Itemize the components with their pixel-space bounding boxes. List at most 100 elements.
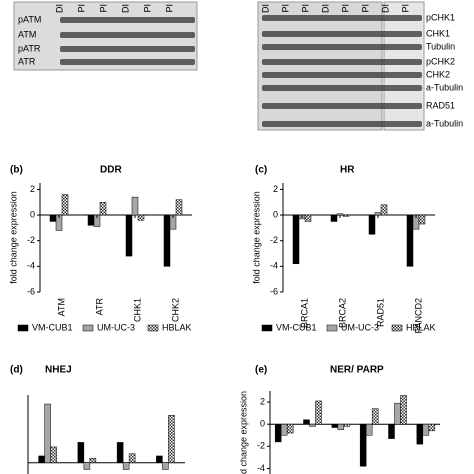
bar — [125, 214, 133, 257]
y-axis-label: fold change expression — [8, 191, 18, 284]
lane-label: PI — [360, 4, 370, 13]
row-label: pCHK1 — [426, 12, 455, 22]
y-tick-label: 2 — [30, 184, 35, 194]
lane-label: PI — [400, 4, 410, 13]
legend-label: HBLAK — [406, 322, 436, 332]
blot-band — [60, 46, 195, 52]
bar — [128, 453, 136, 463]
bar — [418, 214, 426, 225]
bar — [274, 423, 282, 443]
bar — [99, 201, 107, 216]
chart-title: NHEJ — [45, 365, 72, 376]
bar — [331, 423, 339, 428]
lane-label: DI — [120, 4, 130, 13]
bar — [87, 214, 95, 226]
bar — [280, 423, 288, 436]
blot-band — [60, 32, 195, 38]
legend-swatch — [261, 324, 273, 332]
legend-swatch — [82, 324, 94, 332]
lane-label: DI — [260, 4, 270, 13]
row-label: ATR — [18, 56, 36, 66]
x-tick-label: ATR — [94, 298, 104, 316]
blot-band — [262, 31, 422, 37]
bar — [156, 455, 163, 463]
bar — [77, 442, 85, 463]
bar — [336, 213, 344, 216]
lane-label: DI — [320, 4, 330, 13]
bar — [89, 457, 97, 463]
chart-title: HR — [340, 165, 355, 176]
bar — [406, 214, 414, 267]
x-tick-label: CHK1 — [132, 298, 142, 322]
blot-right-b — [383, 1, 425, 131]
bar — [342, 214, 350, 217]
y-tick-label: 2 — [260, 396, 265, 406]
bar — [49, 214, 57, 222]
legend-label: UM-UC-3 — [341, 322, 379, 332]
y-tick-label: 0 — [273, 209, 278, 219]
bar — [380, 204, 388, 216]
panel-label: (b) — [10, 165, 23, 176]
bar — [175, 199, 183, 216]
bar — [428, 423, 436, 432]
blot-band — [262, 103, 422, 109]
blot-band — [262, 72, 422, 78]
row-label: pCHK2 — [426, 56, 455, 66]
chart-title: NER/ PARP — [330, 365, 384, 376]
blot-band — [60, 59, 195, 65]
y-tick-label: -2 — [270, 235, 278, 245]
row-label: a-Tubulin — [426, 82, 463, 92]
y-tick-label: -4 — [257, 463, 265, 473]
legend-swatch — [17, 324, 29, 332]
bar — [61, 194, 69, 216]
x-tick-label: RAD51 — [375, 298, 385, 327]
blot-band — [262, 44, 422, 50]
legend-label: UM-UC-3 — [97, 322, 135, 332]
lane-label: PI — [300, 4, 310, 13]
blot-band — [262, 121, 422, 127]
legend-label: VM-CUB1 — [32, 322, 73, 332]
bar — [422, 423, 430, 436]
row-label: a-Tubulin — [426, 118, 463, 128]
bar — [388, 423, 395, 439]
bar — [122, 462, 130, 470]
row-label: RAD51 — [426, 100, 455, 110]
bar — [168, 415, 175, 463]
legend-swatch — [326, 324, 338, 332]
blot-band — [262, 59, 422, 65]
y-axis-label: d change expression — [238, 391, 248, 474]
bar — [371, 408, 379, 425]
x-tick-label: BRCA2 — [337, 298, 347, 328]
panel-label: (d) — [10, 365, 23, 376]
bar — [368, 214, 376, 235]
legend-label: HBLAK — [162, 322, 192, 332]
legend-swatch — [391, 324, 403, 332]
bar — [303, 419, 310, 425]
panel-label: (c) — [255, 165, 267, 176]
y-tick-label: 0 — [30, 209, 35, 219]
bar — [359, 423, 367, 467]
row-label: pATM — [18, 14, 41, 24]
x-tick-label: BRCA1 — [299, 298, 309, 328]
bar — [131, 196, 139, 216]
y-tick-label: -6 — [27, 286, 35, 296]
row-label: Tubulin — [426, 41, 455, 51]
bar — [162, 462, 169, 470]
bar — [50, 446, 57, 463]
bar — [137, 214, 145, 221]
panel-label: (e) — [255, 365, 267, 376]
y-axis-label: fold change expression — [251, 191, 261, 284]
bar — [315, 400, 322, 425]
bar — [286, 423, 294, 434]
bar — [330, 214, 338, 222]
row-label: CHK1 — [426, 28, 450, 38]
bar — [400, 395, 407, 425]
bar — [309, 423, 316, 427]
row-label: ATM — [18, 29, 36, 39]
blot-band — [262, 15, 422, 21]
x-tick-label: ATM — [56, 298, 66, 316]
bar — [292, 214, 300, 265]
bar — [304, 214, 312, 222]
chart-title: DDR — [100, 165, 122, 176]
